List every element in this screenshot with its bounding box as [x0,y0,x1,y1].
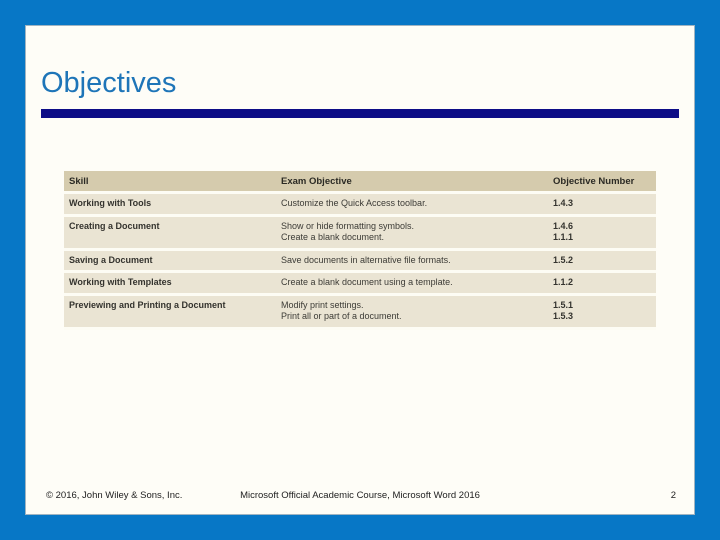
objective-number-cell: 1.1.2 [548,271,656,296]
exam-objective-cell: Customize the Quick Access toolbar. [276,192,548,217]
skill-cell: Working with Tools [64,192,276,217]
table-row: Working with Tools Customize the Quick Ac… [64,192,656,217]
skill-cell: Saving a Document [64,249,276,273]
footer-copyright: © 2016, John Wiley & Sons, Inc. [46,490,183,501]
footer-page-number: 2 [670,490,676,501]
cell-line: Create a blank document using a template… [281,277,453,287]
skill-cell: Previewing and Printing a Document [64,294,276,330]
exam-objective-cell: Modify print settings. Print all or part … [276,294,548,330]
slide-canvas: Objectives Skill Exam Objective Objectiv… [25,25,695,515]
cell-line: 1.1.2 [553,277,574,287]
exam-objective-cell: Show or hide formatting symbols. Create a… [276,215,548,251]
title-underline-rule [41,109,679,118]
cell-line: 1.5.2 [553,254,574,265]
table-row: Previewing and Printing a Document Modify… [64,294,656,330]
cell-line: 1.4.3 [553,198,574,208]
slide-footer: © 2016, John Wiley & Sons, Inc. Microsof… [26,490,694,504]
cell-line: Creating a Document [69,220,160,231]
cell-line: Modify print settings. [281,299,364,310]
skill-cell: Working with Templates [64,271,276,296]
cell-line: 1.5.1 [553,299,574,310]
footer-course-title: Microsoft Official Academic Course, Micr… [240,490,480,501]
cell-line: Previewing and Printing a Document [69,299,226,310]
table-header-row: Skill Exam Objective Objective Number [64,171,656,194]
skill-cell: Creating a Document [64,215,276,251]
column-header-objective-number: Objective Number [548,171,656,194]
table-row: Working with Templates Create a blank doc… [64,271,656,296]
column-header-skill: Skill [64,171,276,194]
exam-objective-cell: Create a blank document using a template… [276,271,548,296]
objective-number-cell: 1.5.2 [548,249,656,273]
cell-line: Create a blank document. [281,232,385,242]
table-row: Creating a Document Show or hide formatti… [64,215,656,251]
cell-line: Saving a Document [69,254,153,265]
cell-line: 1.5.3 [553,311,574,321]
slide-title: Objectives [41,67,177,99]
cell-line: Show or hide formatting symbols. [281,220,415,231]
objective-number-cell: 1.4.6 1.1.1 [548,215,656,251]
exam-objective-cell: Save documents in alternative file forma… [276,249,548,273]
cell-line: Print all or part of a document. [281,311,402,321]
cell-line: Working with Tools [69,198,152,208]
table-row: Saving a Document Save documents in alter… [64,249,656,273]
cell-line: Save documents in alternative file forma… [281,254,451,265]
cell-line: Working with Templates [69,277,172,287]
cell-line: Customize the Quick Access toolbar. [281,198,428,208]
cell-line: 1.4.6 [553,220,574,231]
objective-number-cell: 1.5.1 1.5.3 [548,294,656,330]
objective-number-cell: 1.4.3 [548,192,656,217]
column-header-exam-objective: Exam Objective [276,171,548,194]
objectives-table: Skill Exam Objective Objective Number Wo… [64,171,656,330]
cell-line: 1.1.1 [553,232,574,242]
